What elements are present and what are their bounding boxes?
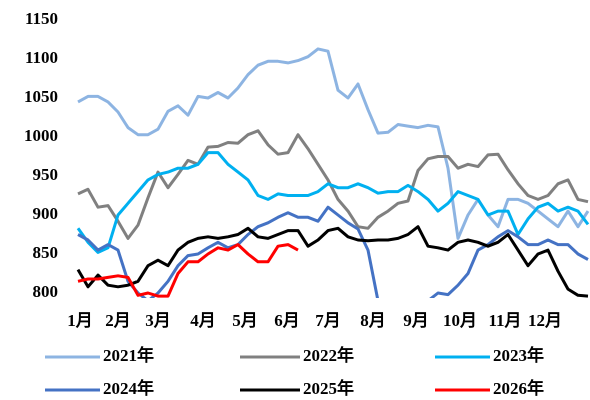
y-tick-label: 1100 xyxy=(25,48,58,67)
legend-label: 2021年 xyxy=(103,345,154,365)
x-tick-label: 6月 xyxy=(274,311,300,330)
y-tick-label: 950 xyxy=(33,165,59,184)
y-tick-label: 850 xyxy=(33,243,59,262)
legend-label: 2026年 xyxy=(493,378,544,398)
series-line xyxy=(77,129,589,240)
x-tick-label: 7月 xyxy=(315,311,341,330)
legend-label: 2025年 xyxy=(303,378,354,398)
x-tick-label: 5月 xyxy=(232,311,258,330)
x-tick-label: 10月 xyxy=(443,311,477,330)
legend-label: 2023年 xyxy=(493,345,544,365)
series-line xyxy=(76,225,589,298)
plot-area xyxy=(76,47,590,298)
legend-label: 2024年 xyxy=(103,378,154,398)
y-tick-label: 800 xyxy=(33,282,59,301)
x-tick-label: 11月 xyxy=(488,311,521,330)
y-tick-label: 1050 xyxy=(24,87,58,106)
x-tick-label: 1月 xyxy=(67,311,93,330)
x-tick-label: 9月 xyxy=(403,311,429,330)
series-line xyxy=(77,205,589,298)
x-tick-label: 12月 xyxy=(528,311,562,330)
legend-label: 2022年 xyxy=(303,345,354,365)
x-tick-label: 3月 xyxy=(145,311,171,330)
x-tick-label: 8月 xyxy=(360,311,386,330)
y-tick-label: 1150 xyxy=(25,9,58,28)
series-line xyxy=(77,47,590,240)
series-line xyxy=(76,151,590,254)
x-tick-label: 2月 xyxy=(105,311,131,330)
series-line xyxy=(77,243,299,298)
y-tick-label: 1000 xyxy=(24,126,58,145)
x-tick-label: 4月 xyxy=(190,311,216,330)
y-tick-label: 900 xyxy=(33,204,59,223)
